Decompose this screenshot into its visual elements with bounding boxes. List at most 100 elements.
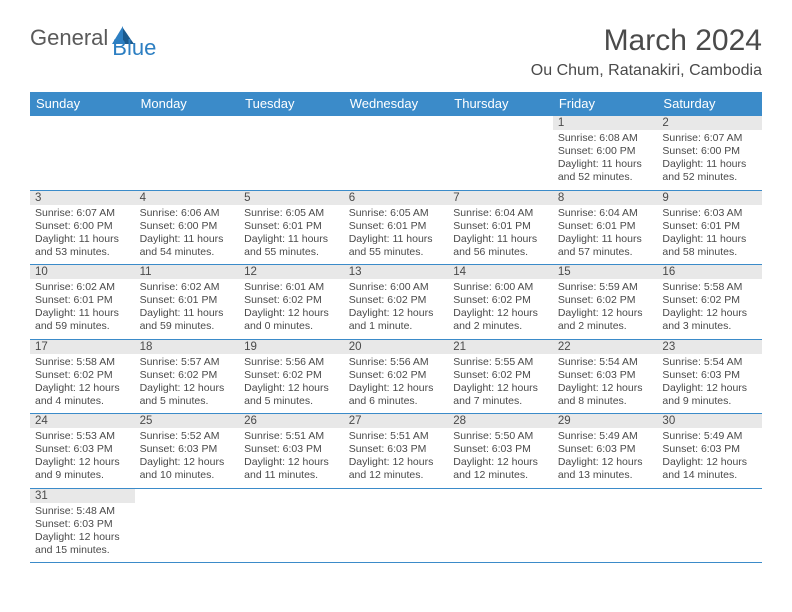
day-number: 6 bbox=[344, 191, 449, 205]
day-info-row: Sunrise: 5:53 AMSunset: 6:03 PMDaylight:… bbox=[30, 428, 762, 488]
day-number: 13 bbox=[344, 265, 449, 279]
day2-text: and 2 minutes. bbox=[558, 320, 653, 333]
day-header-saturday: Saturday bbox=[657, 92, 762, 115]
sunrise-text: Sunrise: 6:02 AM bbox=[140, 281, 235, 294]
sunrise-text: Sunrise: 5:55 AM bbox=[453, 356, 548, 369]
day2-text: and 8 minutes. bbox=[558, 395, 653, 408]
day1-text: Daylight: 12 hours bbox=[558, 382, 653, 395]
day1-text: Daylight: 12 hours bbox=[35, 456, 130, 469]
sunset-text: Sunset: 6:01 PM bbox=[244, 220, 339, 233]
day-info-cell: Sunrise: 5:49 AMSunset: 6:03 PMDaylight:… bbox=[657, 428, 762, 488]
day1-text: Daylight: 12 hours bbox=[349, 456, 444, 469]
sunrise-text: Sunrise: 6:05 AM bbox=[244, 207, 339, 220]
sunset-text: Sunset: 6:03 PM bbox=[349, 443, 444, 456]
day-header-tuesday: Tuesday bbox=[239, 92, 344, 115]
day-number: 5 bbox=[239, 191, 344, 205]
day-info-cell: Sunrise: 5:53 AMSunset: 6:03 PMDaylight:… bbox=[30, 428, 135, 488]
sunrise-text: Sunrise: 5:58 AM bbox=[35, 356, 130, 369]
day-info-cell bbox=[344, 130, 449, 190]
day-number: 28 bbox=[448, 414, 553, 428]
day2-text: and 6 minutes. bbox=[349, 395, 444, 408]
day-info-cell bbox=[239, 503, 344, 563]
day-info-cell: Sunrise: 5:58 AMSunset: 6:02 PMDaylight:… bbox=[657, 279, 762, 339]
day1-text: Daylight: 12 hours bbox=[453, 307, 548, 320]
day-number bbox=[344, 489, 449, 503]
day-info-cell: Sunrise: 5:58 AMSunset: 6:02 PMDaylight:… bbox=[30, 354, 135, 414]
day-number: 22 bbox=[553, 340, 658, 354]
sunrise-text: Sunrise: 5:49 AM bbox=[558, 430, 653, 443]
day-info-cell: Sunrise: 5:56 AMSunset: 6:02 PMDaylight:… bbox=[239, 354, 344, 414]
day1-text: Daylight: 11 hours bbox=[140, 307, 235, 320]
day2-text: and 55 minutes. bbox=[244, 246, 339, 259]
sunrise-text: Sunrise: 5:51 AM bbox=[244, 430, 339, 443]
day-number: 23 bbox=[657, 340, 762, 354]
day2-text: and 54 minutes. bbox=[140, 246, 235, 259]
day1-text: Daylight: 12 hours bbox=[244, 382, 339, 395]
day-number bbox=[657, 489, 762, 503]
sunset-text: Sunset: 6:02 PM bbox=[349, 369, 444, 382]
day-number: 21 bbox=[448, 340, 553, 354]
day1-text: Daylight: 12 hours bbox=[662, 307, 757, 320]
day-info-cell: Sunrise: 6:06 AMSunset: 6:00 PMDaylight:… bbox=[135, 205, 240, 265]
day-number-row: 12 bbox=[30, 116, 762, 130]
day-number-row: 10111213141516 bbox=[30, 265, 762, 279]
day2-text: and 56 minutes. bbox=[453, 246, 548, 259]
day-number: 3 bbox=[30, 191, 135, 205]
month-title: March 2024 bbox=[531, 24, 762, 58]
day1-text: Daylight: 11 hours bbox=[558, 158, 653, 171]
day-number bbox=[30, 116, 135, 130]
sunset-text: Sunset: 6:03 PM bbox=[35, 443, 130, 456]
day1-text: Daylight: 12 hours bbox=[35, 531, 130, 544]
sunset-text: Sunset: 6:00 PM bbox=[558, 145, 653, 158]
sunset-text: Sunset: 6:00 PM bbox=[662, 145, 757, 158]
sunrise-text: Sunrise: 5:54 AM bbox=[662, 356, 757, 369]
day2-text: and 52 minutes. bbox=[662, 171, 757, 184]
day-number bbox=[239, 116, 344, 130]
sunset-text: Sunset: 6:03 PM bbox=[662, 443, 757, 456]
day-info-cell: Sunrise: 6:07 AMSunset: 6:00 PMDaylight:… bbox=[30, 205, 135, 265]
day-number bbox=[344, 116, 449, 130]
day-info-row: Sunrise: 5:48 AMSunset: 6:03 PMDaylight:… bbox=[30, 503, 762, 563]
day-number: 26 bbox=[239, 414, 344, 428]
day-header-thursday: Thursday bbox=[448, 92, 553, 115]
weeks-container: 12Sunrise: 6:08 AMSunset: 6:00 PMDayligh… bbox=[30, 115, 762, 563]
sunrise-text: Sunrise: 5:49 AM bbox=[662, 430, 757, 443]
sunset-text: Sunset: 6:02 PM bbox=[662, 294, 757, 307]
sunset-text: Sunset: 6:01 PM bbox=[558, 220, 653, 233]
day2-text: and 13 minutes. bbox=[558, 469, 653, 482]
day2-text: and 12 minutes. bbox=[453, 469, 548, 482]
sunrise-text: Sunrise: 5:53 AM bbox=[35, 430, 130, 443]
day2-text: and 15 minutes. bbox=[35, 544, 130, 557]
sunrise-text: Sunrise: 5:56 AM bbox=[244, 356, 339, 369]
sunrise-text: Sunrise: 5:57 AM bbox=[140, 356, 235, 369]
day1-text: Daylight: 12 hours bbox=[244, 307, 339, 320]
sunrise-text: Sunrise: 5:54 AM bbox=[558, 356, 653, 369]
sunset-text: Sunset: 6:02 PM bbox=[35, 369, 130, 382]
sunrise-text: Sunrise: 5:58 AM bbox=[662, 281, 757, 294]
sunset-text: Sunset: 6:00 PM bbox=[35, 220, 130, 233]
day-info-cell: Sunrise: 6:02 AMSunset: 6:01 PMDaylight:… bbox=[135, 279, 240, 339]
day2-text: and 9 minutes. bbox=[662, 395, 757, 408]
sunset-text: Sunset: 6:03 PM bbox=[558, 443, 653, 456]
day-info-row: Sunrise: 5:58 AMSunset: 6:02 PMDaylight:… bbox=[30, 354, 762, 414]
sunrise-text: Sunrise: 6:05 AM bbox=[349, 207, 444, 220]
day1-text: Daylight: 12 hours bbox=[558, 456, 653, 469]
sunset-text: Sunset: 6:03 PM bbox=[453, 443, 548, 456]
sunrise-text: Sunrise: 6:00 AM bbox=[349, 281, 444, 294]
day1-text: Daylight: 11 hours bbox=[140, 233, 235, 246]
day-info-cell: Sunrise: 6:07 AMSunset: 6:00 PMDaylight:… bbox=[657, 130, 762, 190]
day1-text: Daylight: 12 hours bbox=[349, 307, 444, 320]
logo-text-blue: Blue bbox=[112, 35, 156, 60]
day-number: 30 bbox=[657, 414, 762, 428]
day2-text: and 59 minutes. bbox=[140, 320, 235, 333]
day-info-cell: Sunrise: 5:50 AMSunset: 6:03 PMDaylight:… bbox=[448, 428, 553, 488]
day-number: 8 bbox=[553, 191, 658, 205]
day1-text: Daylight: 12 hours bbox=[558, 307, 653, 320]
week-block: 3456789Sunrise: 6:07 AMSunset: 6:00 PMDa… bbox=[30, 191, 762, 266]
sunset-text: Sunset: 6:03 PM bbox=[558, 369, 653, 382]
day-info-cell bbox=[135, 503, 240, 563]
header-row: General Blue March 2024 Ou Chum, Ratanak… bbox=[30, 24, 762, 80]
day1-text: Daylight: 12 hours bbox=[35, 382, 130, 395]
day-number: 31 bbox=[30, 489, 135, 503]
day-number: 18 bbox=[135, 340, 240, 354]
